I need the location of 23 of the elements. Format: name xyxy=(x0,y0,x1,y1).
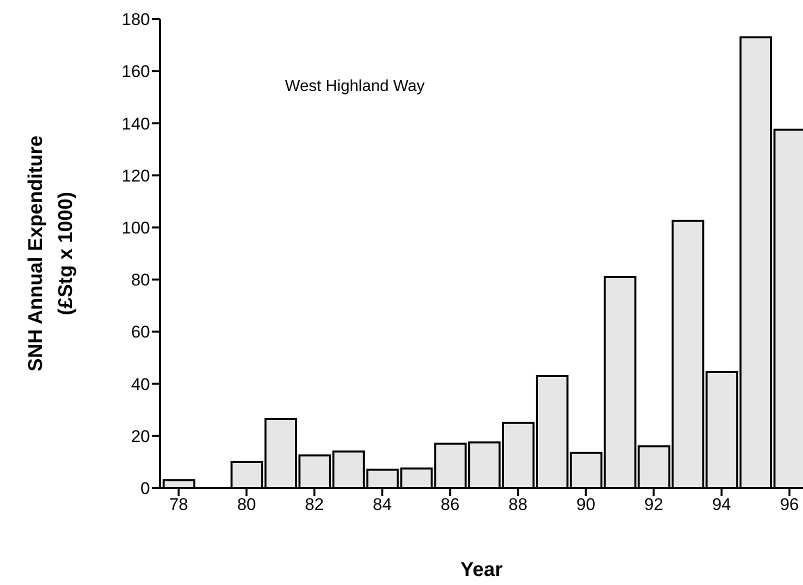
y-tick-label: 20 xyxy=(131,426,150,446)
x-tick-label: 86 xyxy=(440,495,460,514)
y-tick-label: 120 xyxy=(122,166,150,186)
y-tick-label: 0 xyxy=(140,479,150,498)
x-tick-label: 78 xyxy=(169,495,188,514)
y-axis-title: SNH Annual Expenditure (£Stg x 1000) xyxy=(25,136,77,372)
x-tick-label: 90 xyxy=(576,495,596,514)
x-tick-label: 94 xyxy=(712,495,732,514)
x-tick-label: 96 xyxy=(780,495,799,514)
y-tick-label: 80 xyxy=(131,270,150,290)
y-tick-label: 140 xyxy=(122,114,150,134)
y-tick-label: 40 xyxy=(131,374,150,394)
x-tick-label: 92 xyxy=(644,495,664,514)
y-tick-label: 100 xyxy=(122,218,150,238)
x-tick-label: 82 xyxy=(304,495,324,514)
y-tick-label: 60 xyxy=(131,322,150,342)
y-tick-label: 180 xyxy=(122,10,150,30)
x-axis-title: Year xyxy=(460,559,503,581)
x-tick-label: 80 xyxy=(237,495,256,514)
x-tick-label: 84 xyxy=(372,495,392,514)
annotation: West Highland Way xyxy=(285,78,425,96)
y-tick-label: 160 xyxy=(122,62,150,82)
x-tick-label: 88 xyxy=(508,495,528,514)
